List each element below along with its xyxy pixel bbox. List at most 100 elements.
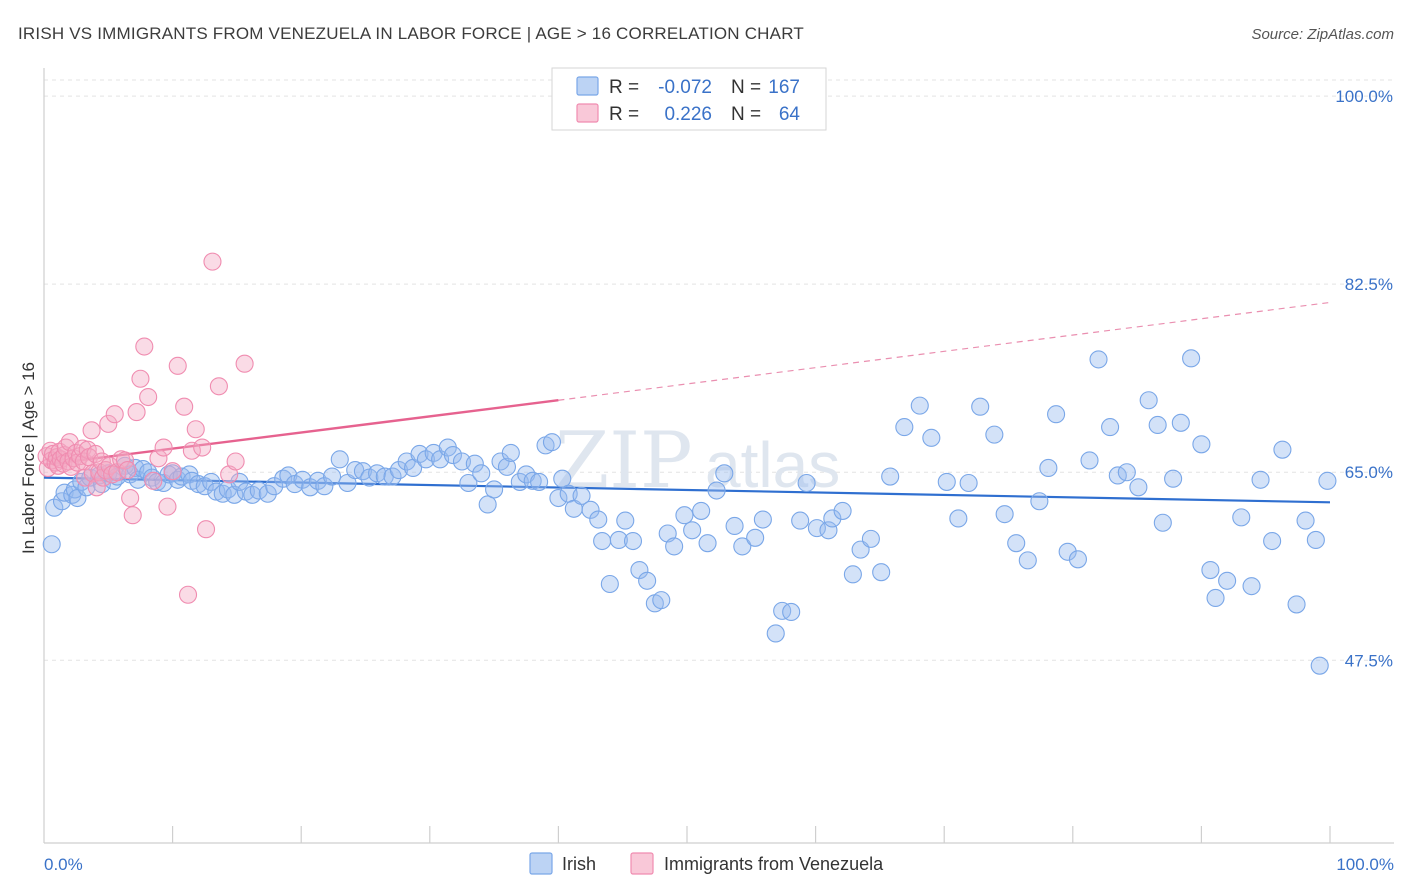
y-tick-label: 100.0%	[1335, 87, 1393, 106]
x-tick-label: 0.0%	[44, 855, 83, 874]
irish-point	[791, 511, 810, 530]
irish-point	[510, 472, 529, 491]
irish-point	[1164, 469, 1183, 488]
venezuela-point	[118, 461, 137, 480]
irish-point	[542, 433, 562, 452]
irish-point	[1232, 508, 1251, 527]
venezuela-point	[196, 520, 216, 539]
irish-point	[937, 472, 956, 491]
irish-point	[753, 510, 772, 529]
scatter-points	[37, 252, 1337, 675]
venezuela-point	[123, 506, 142, 525]
irish-point	[497, 457, 517, 476]
venezuela-point	[154, 438, 173, 457]
irish-point	[1039, 458, 1058, 477]
irish-point	[895, 418, 914, 437]
irish-point	[1047, 405, 1066, 424]
irish-point	[683, 521, 702, 540]
venezuela-point	[144, 471, 163, 490]
legend-n-label-irish: N =	[731, 77, 761, 98]
irish-point	[258, 484, 277, 503]
irish-point	[609, 530, 628, 549]
irish-point	[1129, 478, 1148, 497]
irish-point	[1018, 551, 1037, 570]
legend-r-value-venezuela: 0.226	[664, 104, 712, 125]
irish-point	[472, 464, 491, 483]
venezuela-point	[121, 488, 140, 508]
series-irish	[42, 349, 1337, 675]
irish-point	[353, 462, 372, 481]
irish-point	[823, 509, 842, 528]
legend-r-label-irish: R =	[609, 77, 639, 98]
irish-point	[1206, 588, 1225, 608]
venezuela-point	[87, 478, 106, 497]
irish-point	[1310, 656, 1329, 675]
irish-point	[766, 624, 785, 643]
irish-point	[265, 477, 284, 496]
irish-point	[833, 501, 852, 520]
irish-point	[459, 473, 478, 493]
irish-point	[616, 511, 635, 530]
legend-swatch-venezuela	[576, 103, 599, 123]
irish-point	[315, 477, 334, 496]
irish-point	[346, 461, 365, 480]
irish-point	[202, 472, 221, 491]
irish-point	[274, 469, 293, 488]
bottom-legend-label-irish: Irish	[562, 854, 596, 874]
irish-point	[581, 500, 600, 519]
irish-point	[665, 537, 684, 556]
legend-n-label-venezuela: N =	[731, 104, 761, 125]
irish-point	[330, 450, 349, 469]
venezuela-point	[226, 452, 245, 471]
irish-point	[485, 480, 504, 499]
irish-point	[589, 510, 608, 529]
irish-point	[698, 534, 717, 553]
irish-point	[600, 574, 619, 594]
irish-point	[593, 531, 612, 551]
irish-point	[1089, 350, 1108, 369]
irish-point	[1068, 550, 1087, 569]
legend-r-value-irish: -0.072	[658, 77, 712, 98]
irish-point	[323, 467, 342, 486]
irish-point	[725, 516, 744, 536]
venezuela-point	[139, 387, 158, 407]
irish-point	[807, 519, 826, 538]
venezuela-point	[131, 369, 150, 388]
venezuela-point	[86, 444, 105, 464]
legend-swatch-irish	[576, 76, 599, 96]
venezuela-point	[209, 377, 228, 396]
irish-point	[1080, 451, 1099, 470]
irish-point	[1306, 530, 1325, 549]
irish-point	[1007, 534, 1026, 553]
venezuela-point	[175, 397, 194, 416]
irish-point	[638, 571, 657, 590]
irish-point	[1171, 413, 1190, 432]
irish-point	[971, 397, 990, 416]
irish-point	[1117, 463, 1136, 482]
irish-point	[692, 501, 711, 520]
irish-point	[1182, 349, 1201, 368]
watermark-zip: ZIP	[555, 416, 693, 506]
irish-point	[1192, 435, 1211, 454]
irish-point	[675, 506, 694, 525]
bottom-legend-swatch-irish	[529, 852, 553, 875]
x-tick-label: 100.0%	[1336, 855, 1394, 874]
irish-point	[922, 428, 941, 447]
irish-point	[623, 531, 643, 551]
irish-point	[707, 481, 726, 500]
irish-point	[949, 509, 968, 528]
chart-title: IRISH VS IMMIGRANTS FROM VENEZUELA IN LA…	[18, 24, 804, 43]
irish-point	[1201, 560, 1220, 580]
bottom-legend: Irish Immigrants from Venezuela	[529, 852, 884, 875]
venezuela-point	[127, 403, 146, 422]
irish-point	[1318, 471, 1337, 490]
irish-point	[1101, 418, 1120, 437]
legend-n-value-venezuela: 64	[779, 104, 801, 125]
irish-point	[872, 563, 891, 582]
venezuela-point	[99, 414, 118, 433]
irish-point	[985, 425, 1004, 444]
x-tick-labels: 0.0% 100.0%	[44, 855, 1394, 874]
irish-point	[715, 464, 734, 483]
bottom-legend-label-venezuela: Immigrants from Venezuela	[664, 854, 884, 874]
